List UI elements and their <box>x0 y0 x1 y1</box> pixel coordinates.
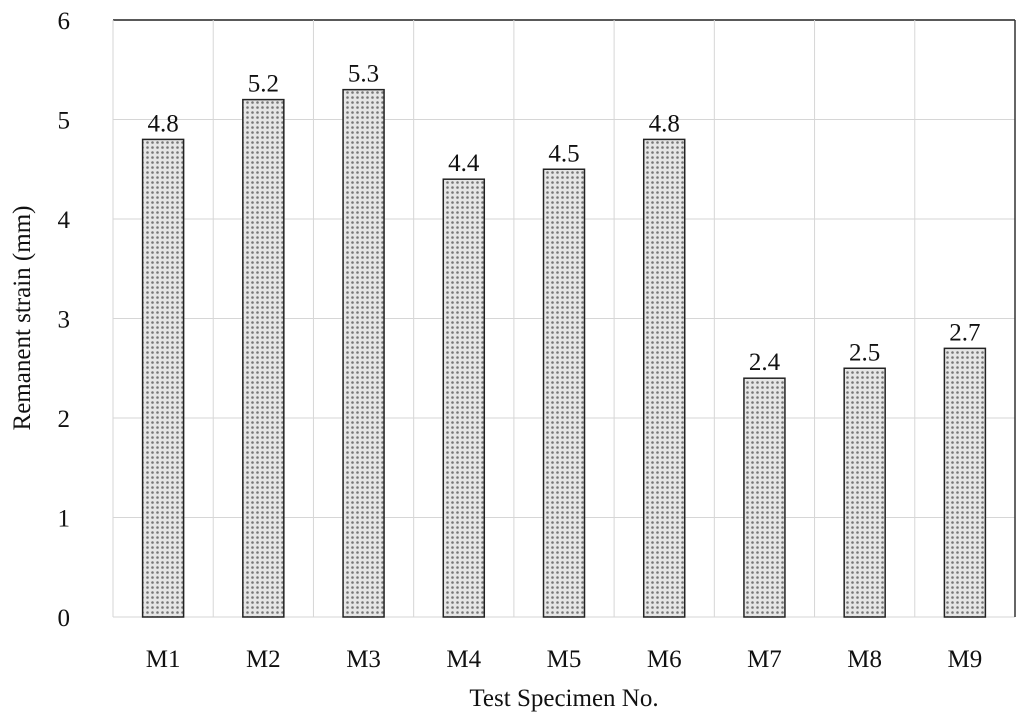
y-tick-label: 5 <box>58 108 71 135</box>
bar-M9 <box>943 347 987 618</box>
y-tick-label: 4 <box>58 207 71 234</box>
x-ticks: M1 M2 M3 M4 M5 M6 M7 M8 M9 <box>146 646 983 673</box>
data-label: 2.7 <box>949 319 980 346</box>
x-tick-label: M7 <box>747 646 782 673</box>
data-label: 5.2 <box>248 71 279 98</box>
bar-M6 <box>642 138 686 618</box>
data-label: 4.8 <box>147 110 178 137</box>
x-tick-label: M4 <box>446 646 481 673</box>
x-tick-label: M1 <box>146 646 181 673</box>
y-tick-label: 2 <box>58 406 71 433</box>
bar-M3 <box>342 88 385 618</box>
data-label: 5.3 <box>348 61 379 88</box>
y-ticks: 0 1 2 3 4 5 6 <box>58 8 71 632</box>
x-tick-label: M9 <box>948 646 983 673</box>
bar-M1 <box>141 138 185 618</box>
bar-M5 <box>542 168 586 618</box>
y-axis-label: Remanent strain (mm) <box>9 206 36 431</box>
x-tick-label: M2 <box>246 646 281 673</box>
data-label: 2.5 <box>849 339 880 366</box>
x-axis-label: Test Specimen No. <box>469 685 658 712</box>
data-label: 4.5 <box>548 140 579 167</box>
data-label: 2.4 <box>749 349 781 376</box>
bar-M8 <box>843 367 886 618</box>
data-label: 4.4 <box>448 150 480 177</box>
bar-M2 <box>242 98 285 618</box>
bars: 4.8 5.2 5.3 4.4 4.5 4.8 2.4 2.5 2.7 <box>141 61 987 618</box>
y-tick-label: 3 <box>58 307 71 334</box>
data-label: 4.8 <box>649 110 680 137</box>
y-tick-label: 0 <box>58 605 71 632</box>
x-tick-label: M3 <box>346 646 381 673</box>
bar-M4 <box>442 178 486 618</box>
x-tick-label: M8 <box>847 646 882 673</box>
bar-M7 <box>743 377 786 618</box>
y-tick-label: 6 <box>58 8 71 35</box>
x-tick-label: M5 <box>547 646 582 673</box>
x-tick-label: M6 <box>647 646 682 673</box>
y-tick-label: 1 <box>58 506 71 533</box>
